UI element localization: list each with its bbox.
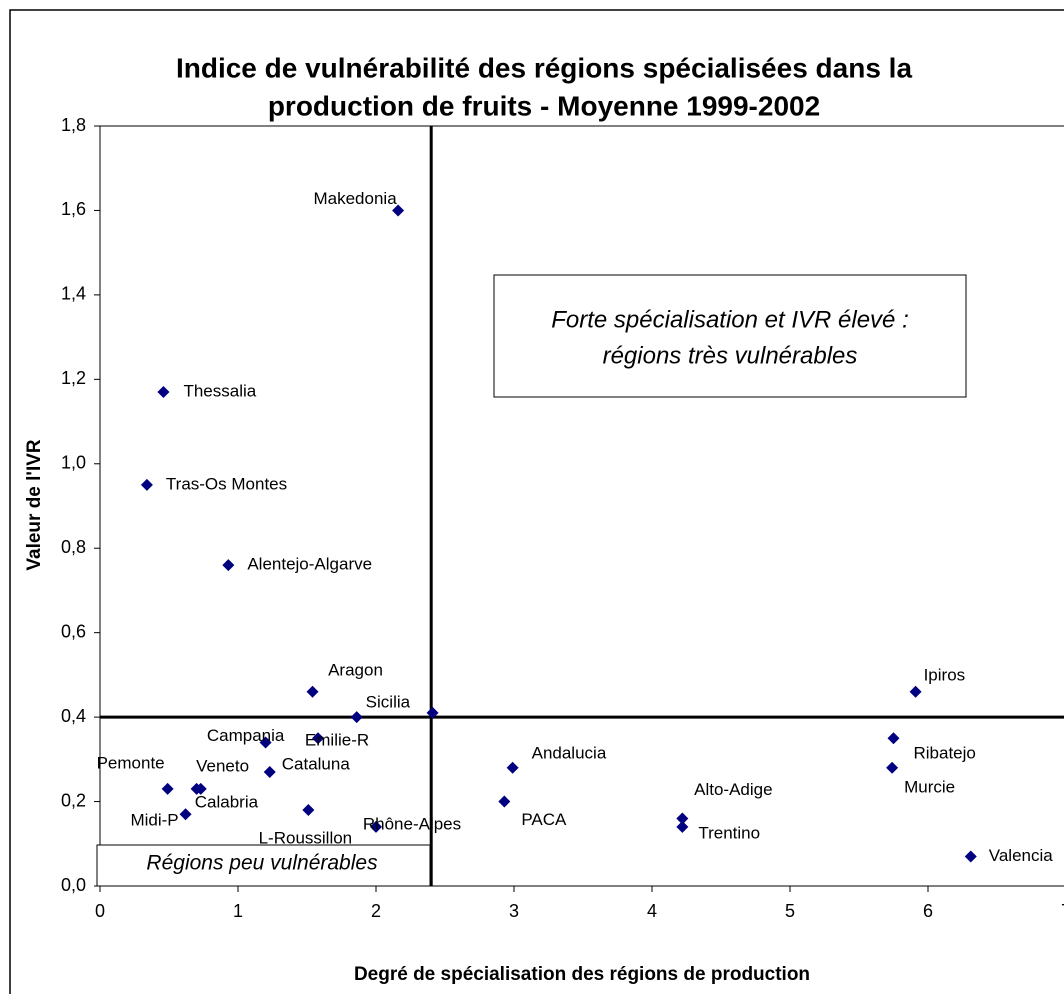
point-label: Midi-P: [130, 811, 178, 830]
point-label: Veneto: [196, 756, 249, 775]
point-label: Rhône-Alpes: [363, 814, 461, 833]
point: [259, 736, 272, 749]
point-label: Trentino: [698, 823, 760, 842]
point: [157, 386, 170, 398]
point: [392, 204, 405, 217]
point-label: Campania: [207, 726, 285, 745]
point-label: Murcie: [904, 777, 955, 796]
point-label: Sicilia: [366, 693, 411, 712]
point: [426, 706, 439, 719]
point: [312, 732, 325, 745]
point-label: Alto-Adige: [694, 780, 772, 799]
x-tick-label: 4: [647, 901, 657, 921]
point-label: Calabria: [195, 792, 259, 811]
point: [179, 808, 192, 821]
point-label: Alentejo-Algarve: [247, 555, 372, 574]
point: [887, 732, 900, 745]
y-tick-label: 1,6: [61, 199, 86, 219]
point: [676, 820, 689, 833]
point-label: Valencia: [989, 846, 1053, 865]
point-label: Andalucia: [532, 743, 607, 762]
y-tick-label: 0,0: [61, 875, 86, 895]
y-tick-label: 0,2: [61, 790, 86, 810]
x-tick-label: 1: [233, 901, 243, 921]
plot-area: [99, 125, 1064, 887]
y-axis-label: Valeur de l'IVR: [24, 439, 45, 571]
point: [306, 685, 319, 698]
point: [350, 711, 363, 724]
point-label: Makedonia: [313, 189, 397, 208]
point: [886, 761, 899, 774]
y-tick-label: 1,2: [61, 368, 86, 388]
x-tick-label: 7: [1061, 901, 1064, 921]
x-tick-label: 3: [509, 901, 519, 921]
y-tick-label: 0,6: [61, 621, 86, 641]
point-label: Tras-Os Montes: [166, 474, 287, 493]
chart-title: production de fruits - Moyenne 1999-2002: [268, 90, 820, 121]
x-axis-label: Degré de spécialisation des régions de p…: [354, 964, 810, 985]
annotation: Régions peu vulnérables: [146, 852, 378, 875]
point-label: Pemonte: [97, 753, 165, 772]
point: [506, 761, 519, 774]
y-tick-label: 0,8: [61, 537, 86, 557]
point: [498, 795, 511, 808]
x-tick-label: 2: [371, 901, 381, 921]
point-label: Ipiros: [924, 665, 966, 684]
point-label: L-Roussillon: [259, 828, 353, 847]
x-tick-label: 6: [923, 901, 933, 921]
y-tick-label: 0,4: [61, 706, 86, 726]
point: [194, 782, 207, 795]
point: [140, 478, 153, 491]
chart-title: Indice de vulnérabilité des régions spéc…: [176, 52, 913, 83]
point: [222, 559, 235, 572]
point: [964, 850, 977, 863]
point: [370, 820, 382, 833]
point-label: PACA: [521, 810, 567, 829]
point: [302, 804, 315, 816]
point-label: Ribatejo: [914, 744, 976, 763]
point: [263, 766, 276, 778]
point-label: Aragon: [328, 660, 383, 679]
annotation-box: [493, 274, 967, 398]
x-tick-label: 5: [785, 901, 795, 921]
annotation-box: [96, 844, 431, 887]
point: [676, 812, 689, 825]
y-tick-label: 1,8: [61, 115, 86, 135]
point: [161, 782, 174, 795]
y-tick-label: 1,4: [61, 284, 86, 304]
point-label: Emilie-R: [305, 731, 369, 750]
point-label: Thessalia: [183, 381, 256, 400]
annotation: Forte spécialisation et IVR élevé :: [551, 306, 909, 333]
x-tick-label: 0: [95, 901, 105, 921]
y-tick-label: 1,0: [61, 453, 86, 473]
point: [909, 685, 922, 698]
point-label: Cataluna: [282, 754, 351, 773]
annotation: régions très vulnérables: [603, 342, 858, 369]
